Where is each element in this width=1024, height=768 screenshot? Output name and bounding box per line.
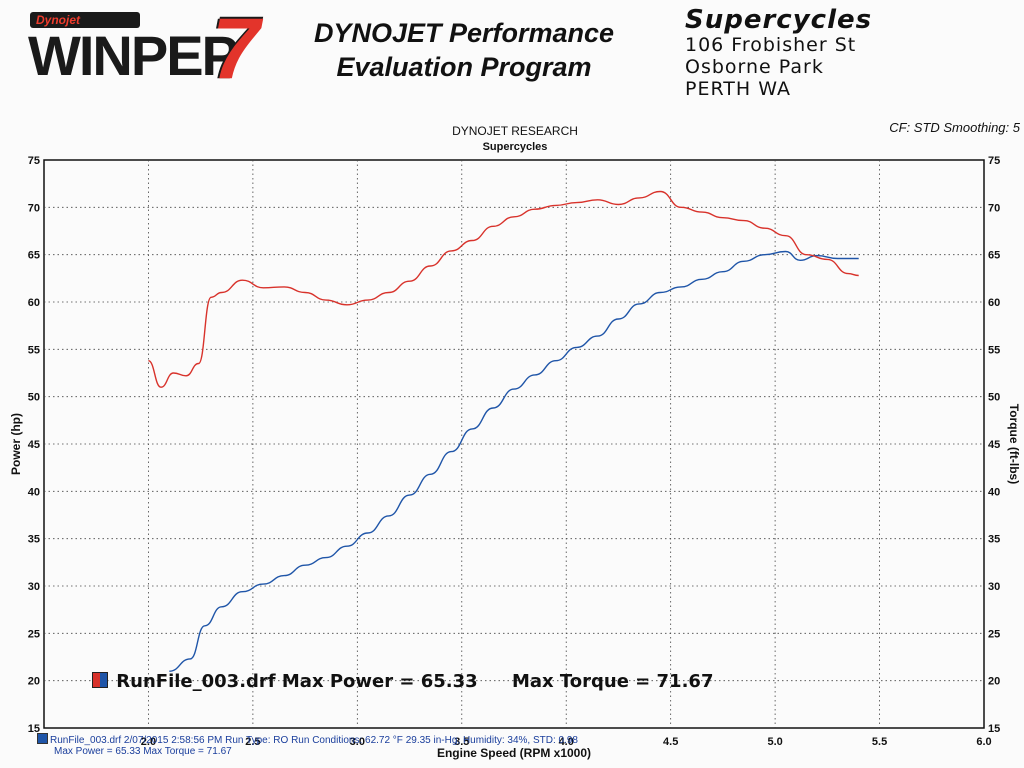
y-axis-title: Power (hp) — [9, 413, 23, 475]
grid-lines — [44, 160, 984, 728]
x-tick-label: 6.0 — [976, 736, 991, 748]
chart-header-shop: Supercycles — [482, 141, 548, 153]
x-tick-label: 3.5 — [454, 736, 469, 748]
run-summary-label: RunFile_003.drf Max Power = 65.33 Max To… — [92, 671, 723, 692]
y-tick-label: 70 — [28, 202, 40, 214]
y-tick-label: 35 — [28, 534, 40, 546]
y2-tick-label: 20 — [988, 676, 1000, 688]
run-max-power: RunFile_003.drf Max Power = 65.33 — [116, 671, 478, 692]
legend-conditions-text: RunFile_003.drf 2/07/2015 2:58:56 PM Run… — [50, 735, 578, 746]
y-tick-label: 15 — [28, 723, 40, 735]
y2-tick-label: 30 — [988, 581, 1000, 593]
headline-line-2: Evaluation Program — [336, 52, 592, 82]
x-tick-label: 2.0 — [141, 736, 156, 748]
business-address: Supercycles 106 Frobisher St Osborne Par… — [685, 6, 872, 100]
x-tick-label: 5.5 — [872, 736, 887, 748]
winpep-logo-text: WINPEP — [28, 24, 239, 87]
x-tick-labels: 2.0 2.5 3.0 3.5 4.0 4.5 5.0 5.5 6.0 — [141, 736, 992, 748]
x-tick-label: 4.0 — [559, 736, 574, 748]
y-tick-label: 25 — [28, 628, 40, 640]
y2-tick-label: 75 — [988, 155, 1000, 167]
run-color-swatch — [92, 672, 108, 688]
y2-axis-title: Torque (ft-lbs) — [1007, 404, 1021, 484]
y2-tick-label: 40 — [988, 486, 1000, 498]
address-line-3: PERTH WA — [685, 78, 791, 100]
x-tick-label: 5.0 — [767, 736, 782, 748]
y2-tick-label: 50 — [988, 392, 1000, 404]
torque-line — [148, 190, 859, 388]
chart-header-research: DYNOJET RESEARCH — [452, 124, 578, 138]
legend-color-swatch — [37, 733, 48, 744]
headline-line-1: DYNOJET Performance — [313, 18, 615, 48]
power-line — [169, 250, 859, 672]
y2-tick-label: 70 — [988, 202, 1000, 214]
plot-frame — [43, 159, 985, 729]
y-tick-label: 45 — [28, 439, 40, 451]
x-tick-label: 2.5 — [245, 736, 260, 748]
y2-tick-label: 25 — [988, 628, 1000, 640]
y-tick-label: 30 — [28, 581, 40, 593]
business-name: Supercycles — [685, 5, 873, 35]
x-tick-label: 4.5 — [663, 736, 678, 748]
y2-tick-label: 15 — [988, 723, 1000, 735]
y-tick-label: 65 — [28, 250, 40, 262]
y-tick-label: 75 — [28, 155, 40, 167]
y2-tick-label: 60 — [988, 297, 1000, 309]
y-tick-label: 55 — [28, 344, 40, 356]
address-line-2: Osborne Park — [685, 56, 824, 78]
dynojet-small-logo: Dynojet — [30, 12, 140, 28]
y2-tick-label: 55 — [988, 344, 1000, 356]
address-line-1: 106 Frobisher St — [685, 34, 857, 56]
y-tick-label: 40 — [28, 486, 40, 498]
correction-smoothing-info: CF: STD Smoothing: 5 — [889, 120, 1020, 135]
winpep-seven-logo: 7 — [212, 1, 260, 97]
program-headline: DYNOJET Performance Evaluation Program — [294, 16, 634, 84]
x-tick-label: 3.0 — [350, 736, 365, 748]
y-tick-label: 20 — [28, 676, 40, 688]
y2-tick-label: 65 — [988, 250, 1000, 262]
legend-conditions: RunFile_003.drf 2/07/2015 2:58:56 PM Run… — [37, 733, 578, 746]
y2-tick-label: 45 — [988, 439, 1000, 451]
series-lines — [148, 190, 859, 672]
y-tick-labels: 15 20 25 30 35 40 45 50 55 60 65 70 75 — [28, 155, 40, 735]
y-tick-label: 60 — [28, 297, 40, 309]
y2-tick-label: 35 — [988, 534, 1000, 546]
legend-max-values: Max Power = 65.33 Max Torque = 71.67 — [54, 746, 232, 757]
y-tick-label: 50 — [28, 392, 40, 404]
run-max-torque: Max Torque = 71.67 — [511, 671, 714, 692]
y2-tick-labels: 15 20 25 30 35 40 45 50 55 60 65 70 75 — [988, 155, 1000, 735]
x-axis-title: Engine Speed (RPM x1000) — [437, 746, 591, 760]
